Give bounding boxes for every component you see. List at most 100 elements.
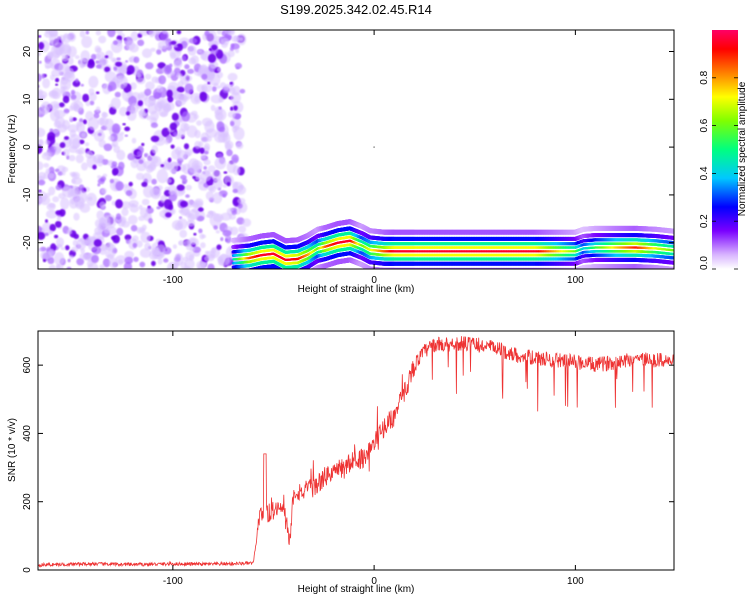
noise-blob	[125, 111, 131, 116]
noise-blob	[75, 154, 84, 164]
noise-blob	[75, 201, 85, 210]
noise-blob	[226, 160, 237, 174]
noise-blob	[87, 262, 99, 269]
noise-blob	[180, 200, 188, 208]
noise-blob	[64, 136, 69, 140]
noise-blob	[125, 190, 133, 197]
noise-blob	[97, 132, 102, 137]
noise-blob	[47, 53, 53, 60]
noise-blob	[115, 199, 123, 209]
noise-blob	[201, 85, 208, 93]
noise-blob	[124, 234, 132, 241]
noise-blob	[189, 247, 195, 252]
noise-blob	[129, 204, 139, 213]
noise-blob	[98, 244, 108, 256]
noise-blob	[223, 171, 228, 174]
noise-blob	[192, 176, 196, 179]
noise-blob	[136, 240, 143, 248]
noise-blob	[133, 56, 140, 64]
noise-blob	[38, 73, 42, 82]
noise-blob	[151, 145, 159, 154]
noise-blob	[101, 111, 107, 119]
noise-blob	[100, 215, 111, 228]
noise-blob	[54, 220, 62, 228]
noise-blob	[71, 246, 79, 253]
noise-blob	[141, 181, 148, 187]
noise-blob	[194, 140, 202, 150]
noise-blob	[60, 246, 66, 251]
noise-blob	[97, 175, 102, 179]
noise-blob	[88, 75, 99, 88]
noise-blob	[67, 46, 77, 58]
noise-blobs	[38, 30, 252, 269]
noise-blob	[203, 166, 207, 170]
noise-blob	[69, 116, 74, 122]
noise-blob	[111, 161, 118, 167]
noise-blob	[157, 258, 163, 265]
noise-blob	[111, 200, 116, 206]
noise-blob	[200, 132, 209, 143]
noise-blob	[113, 40, 118, 45]
noise-blob	[44, 61, 54, 69]
noise-blob	[70, 89, 76, 95]
noise-blob	[172, 244, 177, 249]
noise-blob	[199, 91, 208, 102]
noise-blob	[166, 89, 173, 98]
noise-blob	[184, 83, 194, 94]
noise-blob	[75, 149, 83, 155]
noise-blob	[163, 199, 173, 210]
noise-blob	[155, 30, 162, 35]
noise-blob	[67, 258, 71, 263]
noise-blob	[143, 185, 155, 198]
noise-blob	[48, 264, 56, 269]
noise-blob	[116, 227, 124, 236]
noise-blob	[130, 158, 139, 169]
noise-blob	[66, 229, 73, 235]
noise-blob	[148, 30, 155, 38]
noise-blob	[93, 112, 100, 119]
noise-blob	[150, 122, 158, 128]
noise-blob	[203, 142, 211, 151]
noise-blob	[38, 42, 45, 50]
noise-blob	[137, 100, 143, 107]
noise-blob	[94, 219, 103, 228]
noise-blob	[38, 138, 44, 145]
noise-blob	[230, 106, 234, 111]
noise-blob	[59, 142, 66, 149]
noise-blob	[99, 264, 105, 269]
noise-blob	[204, 256, 210, 262]
noise-blob	[160, 164, 165, 168]
noise-blob	[132, 242, 137, 248]
noise-blob	[183, 75, 193, 82]
noise-blob	[45, 168, 51, 174]
noise-blob	[73, 233, 79, 240]
noise-blob	[220, 237, 224, 242]
noise-blob	[171, 112, 179, 121]
noise-blob	[130, 82, 137, 90]
noise-blob	[216, 121, 225, 132]
noise-blob	[55, 210, 63, 216]
noise-blob	[173, 60, 183, 69]
noise-blob	[233, 127, 245, 141]
noise-blob	[128, 57, 134, 63]
noise-blob	[38, 109, 42, 116]
noise-blob	[204, 30, 210, 37]
noise-blob	[38, 71, 39, 74]
noise-blob	[65, 67, 75, 79]
noise-blob	[199, 147, 205, 154]
noise-blob	[118, 64, 127, 75]
noise-blob	[145, 81, 155, 90]
noise-blob	[95, 91, 100, 95]
noise-blob	[41, 73, 46, 79]
noise-blob	[147, 164, 156, 172]
noise-blob	[184, 265, 191, 269]
noise-blob	[164, 139, 170, 145]
noise-blob	[98, 35, 107, 44]
noise-blob	[38, 231, 46, 240]
noise-blob	[235, 48, 240, 54]
noise-blob	[124, 250, 135, 259]
noise-blob	[230, 92, 242, 104]
noise-blob	[232, 181, 239, 189]
noise-blob	[156, 169, 169, 184]
noise-blob	[177, 43, 183, 48]
